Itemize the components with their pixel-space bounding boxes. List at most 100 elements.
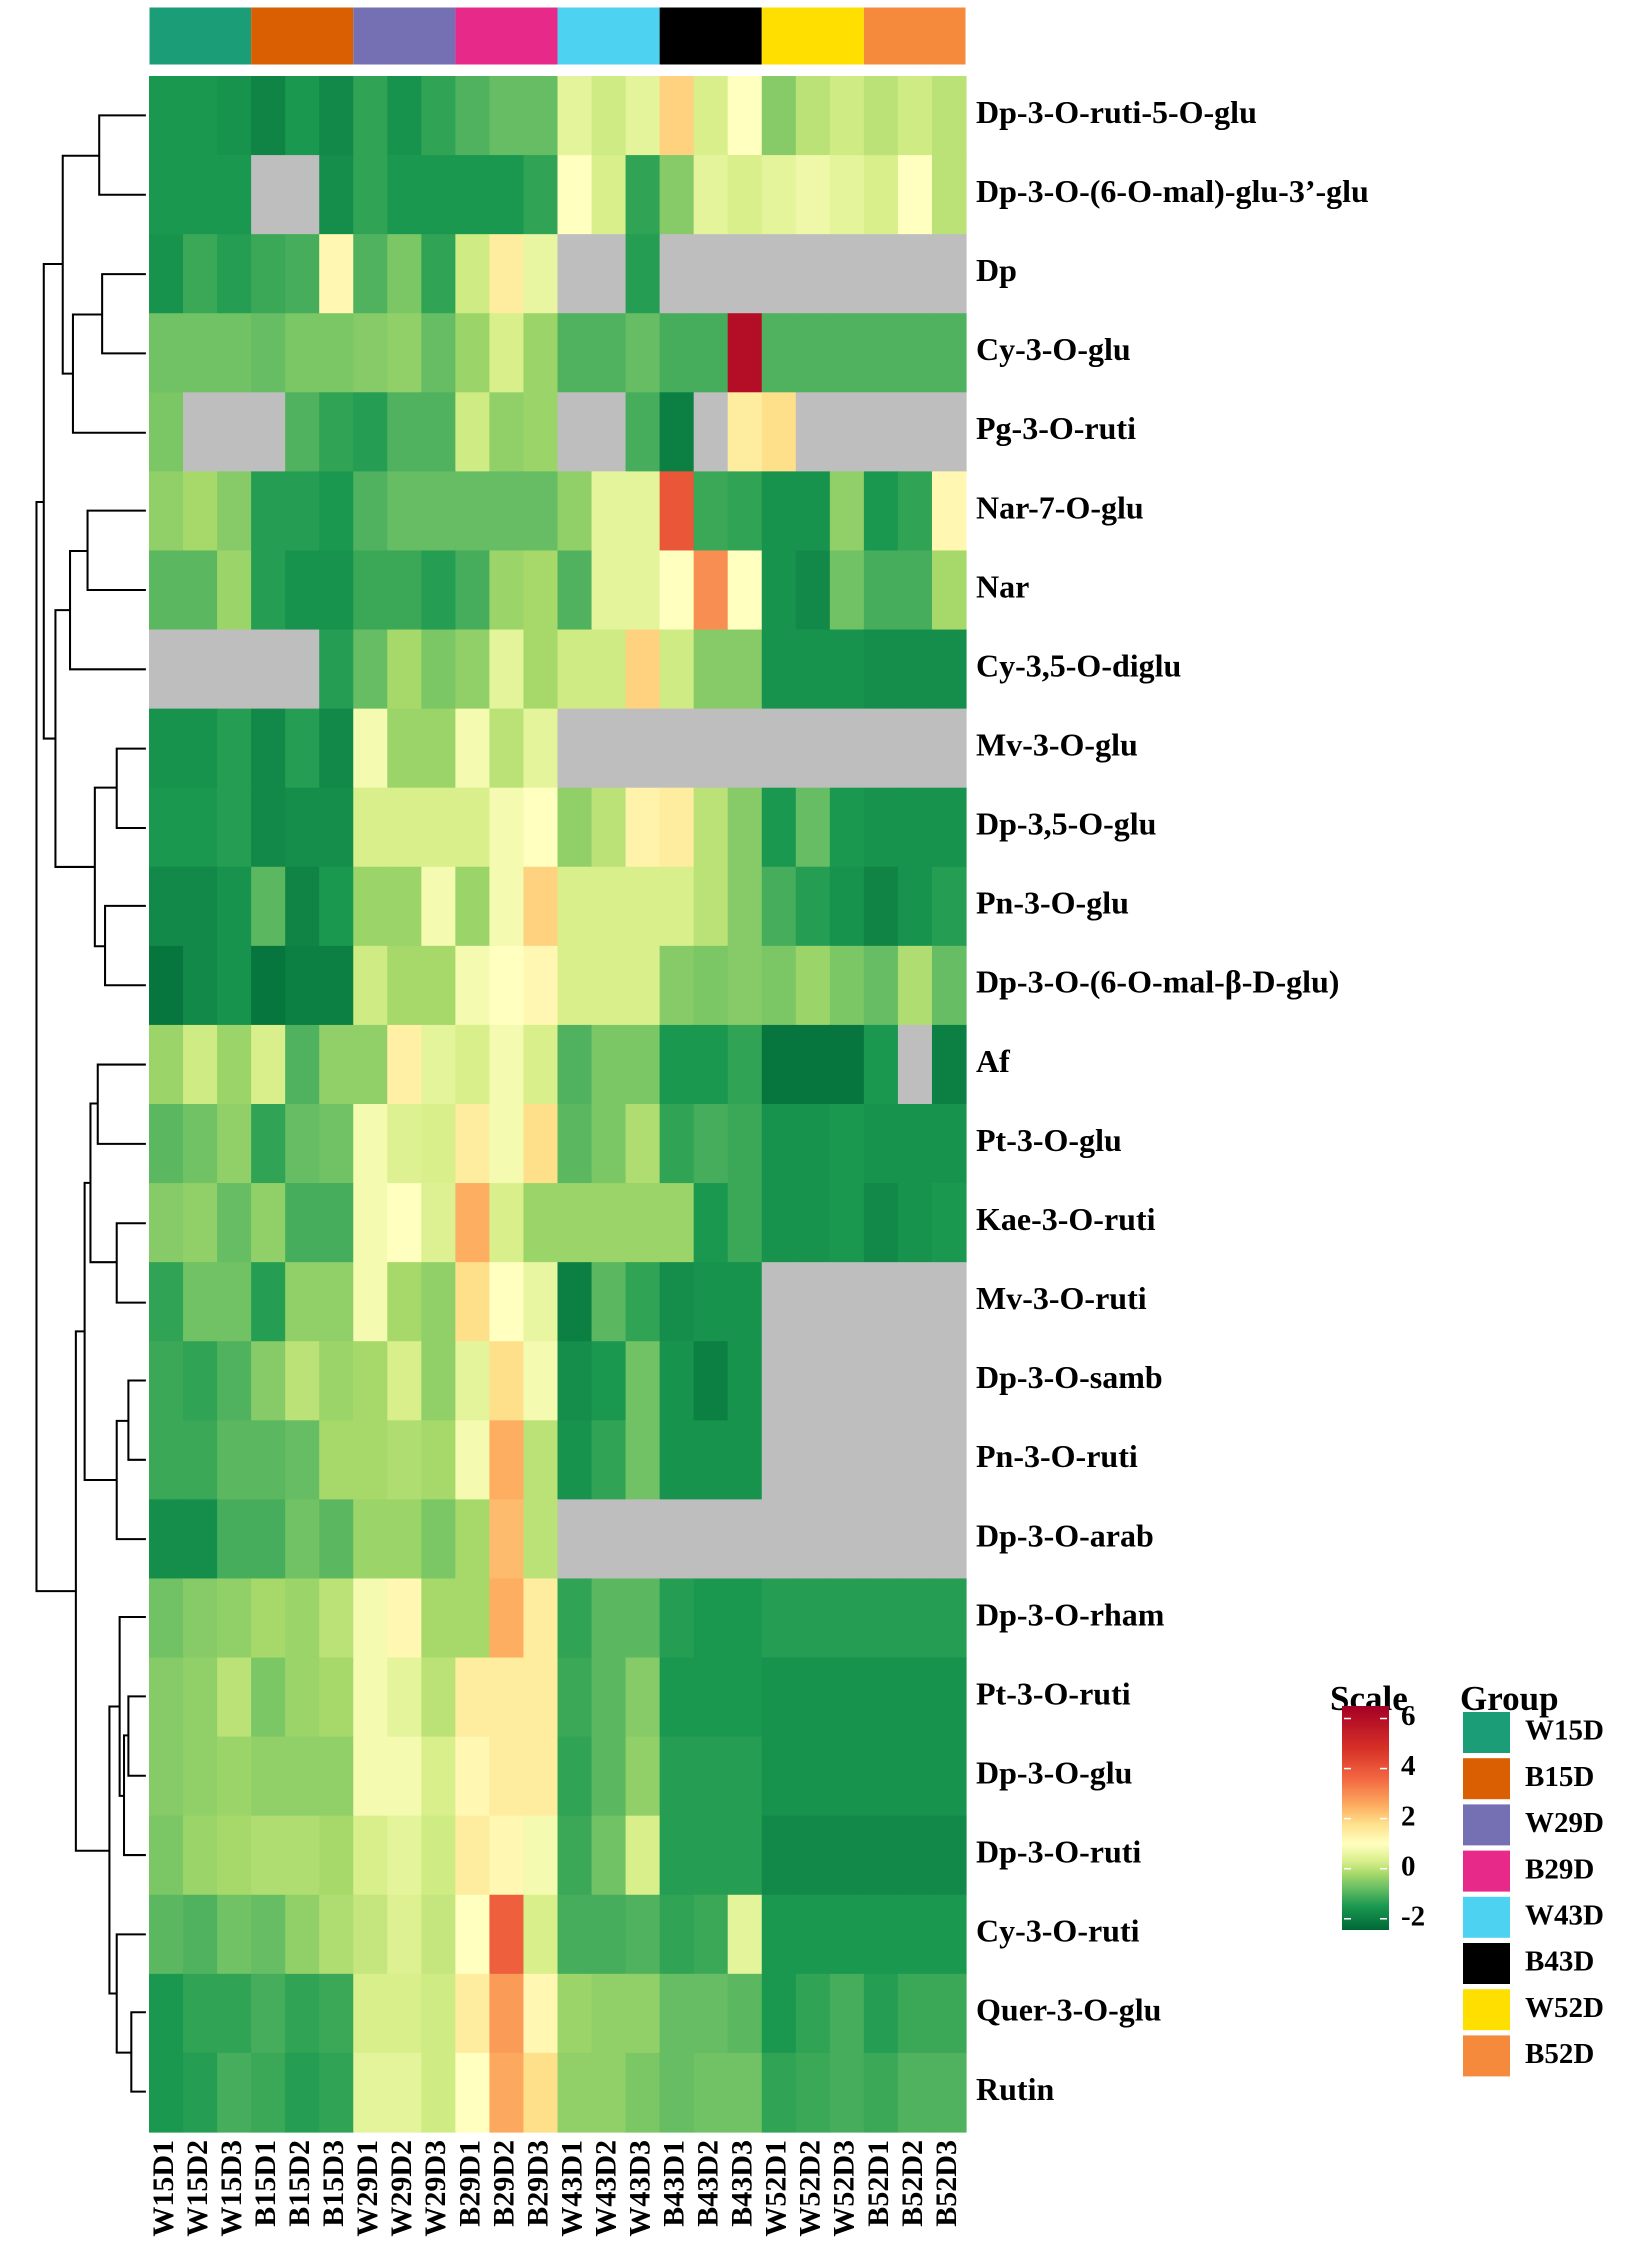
- heatmap-cell: [523, 234, 559, 314]
- heatmap-cell: [931, 1578, 967, 1659]
- heatmap-cell: [149, 313, 184, 393]
- heatmap-cell: [217, 234, 252, 314]
- heatmap-cell: [761, 708, 797, 789]
- scale-tick-label: 0: [1401, 1850, 1416, 1882]
- heatmap-cell: [217, 1815, 252, 1896]
- heatmap-cell: [829, 76, 865, 156]
- heatmap-cell: [319, 787, 354, 868]
- heatmap-cell: [285, 76, 320, 156]
- heatmap-cell: [897, 313, 933, 393]
- heatmap-cell: [217, 550, 252, 631]
- heatmap-cell: [693, 1104, 729, 1184]
- heatmap-cell: [455, 550, 491, 631]
- heatmap-cell: [353, 1024, 388, 1105]
- heatmap-cell: [319, 1894, 354, 1975]
- row-label: Cy-3-O-ruti: [976, 1913, 1140, 1949]
- heatmap-cell: [523, 1657, 559, 1738]
- heatmap-cell: [285, 155, 320, 235]
- heatmap-cell: [489, 1815, 525, 1896]
- heatmap-cell: [795, 550, 831, 631]
- heatmap-cell: [659, 708, 695, 789]
- heatmap-cell: [183, 629, 218, 710]
- heatmap-cell: [693, 1183, 729, 1263]
- row-label: Cy-3,5-O-diglu: [976, 647, 1181, 683]
- heatmap-cell: [421, 1578, 456, 1659]
- heatmap-cell: [149, 1499, 184, 1580]
- heatmap-cell: [727, 945, 763, 1026]
- column-label: B15D1: [249, 2140, 282, 2227]
- heatmap-cell: [625, 1262, 661, 1342]
- column-label: W29D1: [351, 2140, 384, 2237]
- heatmap-cell: [183, 1024, 218, 1105]
- heatmap-cell: [251, 1341, 286, 1421]
- heatmap-cell: [897, 629, 933, 710]
- heatmap-cell: [557, 1104, 593, 1184]
- heatmap-cell: [591, 1262, 627, 1342]
- heatmap-cell: [727, 550, 763, 631]
- heatmap-cell: [183, 155, 218, 235]
- heatmap-cell: [489, 1341, 525, 1421]
- heatmap-cell: [251, 2052, 286, 2133]
- heatmap-cell: [149, 708, 184, 789]
- heatmap-cell: [353, 1973, 388, 2054]
- heatmap-cell: [829, 787, 865, 868]
- heatmap-cell: [285, 313, 320, 393]
- heatmap-cell: [251, 1183, 286, 1263]
- heatmap-cell: [931, 1024, 967, 1105]
- group-swatch: [1463, 1758, 1510, 1800]
- heatmap-cell: [149, 76, 184, 156]
- heatmap-cell: [591, 1657, 627, 1738]
- heatmap-cell: [421, 1104, 456, 1184]
- heatmap-cell: [591, 392, 627, 472]
- heatmap-cell: [353, 76, 388, 156]
- heatmap-cell: [625, 1657, 661, 1738]
- row-label: Dp-3-O-ruti: [976, 1834, 1141, 1870]
- group-bar: [353, 7, 456, 65]
- group-bar: [659, 7, 762, 65]
- heatmap-cell: [217, 1341, 252, 1421]
- heatmap-cell: [931, 866, 967, 947]
- heatmap-cell: [251, 155, 286, 235]
- heatmap-cell: [251, 1578, 286, 1659]
- heatmap-cell: [795, 629, 831, 710]
- heatmap-cell: [489, 1183, 525, 1263]
- heatmap-cell: [659, 1499, 695, 1580]
- heatmap-cell: [829, 1104, 865, 1184]
- heatmap-cell: [183, 392, 218, 472]
- heatmap-cell: [557, 2052, 593, 2133]
- heatmap-cell: [761, 155, 797, 235]
- heatmap-cell: [285, 1894, 320, 1975]
- heatmap-cell: [319, 76, 354, 156]
- heatmap-cell: [387, 234, 422, 314]
- heatmap-cell: [285, 866, 320, 947]
- heatmap-cell: [625, 1894, 661, 1975]
- heatmap-cell: [591, 471, 627, 552]
- heatmap-cell: [693, 155, 729, 235]
- heatmap-cell: [319, 234, 354, 314]
- group-label: W52D: [1525, 1992, 1604, 2024]
- heatmap-cell: [353, 1657, 388, 1738]
- row-label: Dp-3-O-ruti-5-O-glu: [976, 94, 1257, 130]
- heatmap-cell: [727, 708, 763, 789]
- heatmap-cell: [625, 1024, 661, 1105]
- heatmap-cell: [693, 550, 729, 631]
- heatmap-cell: [693, 1499, 729, 1580]
- heatmap-cell: [693, 1657, 729, 1738]
- heatmap-cell: [421, 392, 456, 472]
- heatmap-cell: [387, 1024, 422, 1105]
- heatmap-cell: [183, 1262, 218, 1342]
- heatmap-cell: [863, 234, 899, 314]
- heatmap-cell: [217, 1894, 252, 1975]
- row-label: Dp-3,5-O-glu: [976, 806, 1156, 842]
- heatmap-cell: [863, 392, 899, 472]
- heatmap-cell: [183, 550, 218, 631]
- heatmap-cell: [931, 787, 967, 868]
- heatmap-cell: [557, 1024, 593, 1105]
- heatmap-cell: [183, 76, 218, 156]
- heatmap-cell: [489, 392, 525, 472]
- heatmap-cell: [319, 629, 354, 710]
- heatmap-cell: [183, 1657, 218, 1738]
- column-label: B29D1: [453, 2140, 486, 2227]
- heatmap-cell: [285, 1973, 320, 2054]
- heatmap-cell: [455, 392, 491, 472]
